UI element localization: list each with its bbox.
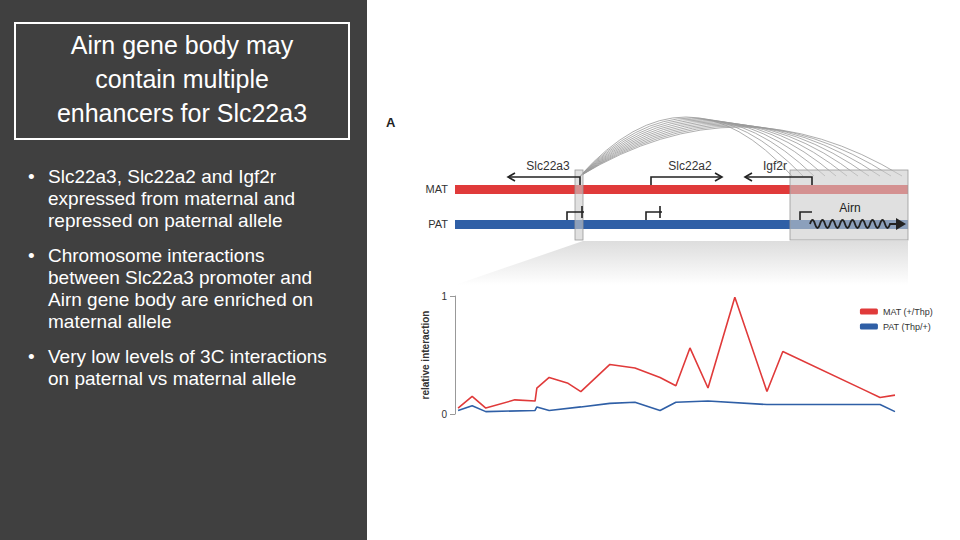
svg-text:PAT (Thp/+): PAT (Thp/+) (883, 322, 931, 332)
html-text:Airn gene body may: Airn gene body may (70, 31, 294, 59)
html-text:contain multiple: contain multiple (95, 65, 269, 93)
svg-text:Igf2r: Igf2r (763, 159, 787, 173)
svg-text:Airn: Airn (839, 201, 860, 215)
html-text:Very low levels of 3C interact: Very low levels of 3C interactions on pa… (48, 346, 327, 389)
svg-text:Slc22a3: Slc22a3 (526, 159, 570, 173)
svg-text:0: 0 (441, 409, 447, 420)
svg-text:1: 1 (441, 291, 447, 302)
html-text:enhancers for Slc22a3: enhancers for Slc22a3 (56, 99, 308, 127)
svg-text:Slc22a2: Slc22a2 (668, 159, 712, 173)
html-text:Slc22a3, Slc22a2 and Igf2r exp: Slc22a3, Slc22a2 and Igf2r expressed fro… (48, 166, 296, 231)
svg-text:relative interaction: relative interaction (420, 311, 431, 400)
svg-text:A: A (386, 115, 396, 130)
svg-text:MAT: MAT (426, 183, 449, 195)
html-text:Chromosome interactions betwee: Chromosome interactions between Slc22a3 … (48, 245, 314, 332)
svg-text:MAT (+/Thp): MAT (+/Thp) (883, 307, 933, 317)
svg-text:PAT: PAT (428, 218, 448, 230)
